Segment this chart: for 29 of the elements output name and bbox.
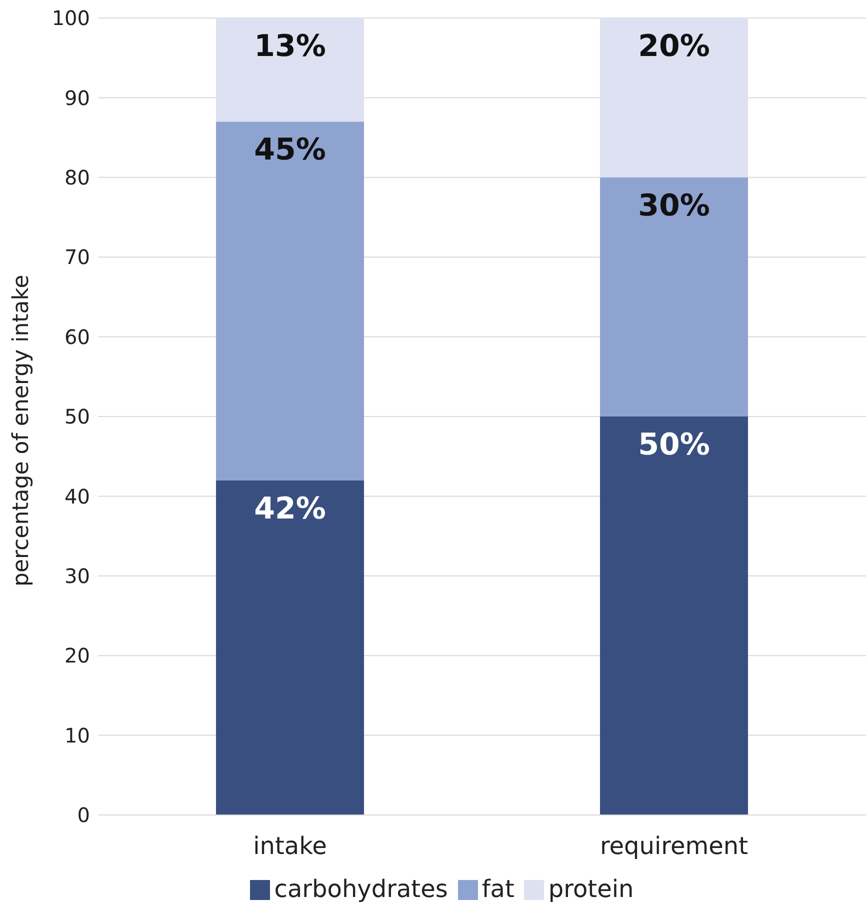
bar — [600, 416, 748, 815]
y-tick-label: 10 — [64, 723, 90, 748]
data-label: 50% — [638, 428, 710, 462]
y-axis-title: percentage of energy intake — [8, 274, 34, 586]
data-label: 20% — [638, 29, 710, 64]
bar — [600, 177, 748, 416]
y-tick-label: 80 — [64, 166, 90, 190]
data-label: 30% — [638, 188, 710, 224]
bar — [216, 122, 364, 480]
y-tick-label: 40 — [64, 484, 90, 508]
x-tick-label: intake — [253, 832, 327, 860]
legend-label: carbohydrates — [274, 875, 448, 903]
y-tick-label: 90 — [64, 86, 90, 110]
y-tick-label: 30 — [64, 564, 90, 588]
bar — [600, 18, 748, 178]
y-tick-label: 70 — [64, 245, 90, 270]
legend-label: fat — [482, 875, 514, 903]
legend-label: protein — [548, 875, 634, 903]
y-tick-label: 100 — [52, 6, 90, 30]
y-tick-label: 0 — [77, 803, 90, 828]
bar — [216, 18, 364, 122]
x-tick-label: requirement — [600, 832, 748, 860]
y-tick-label: 50 — [64, 404, 90, 429]
data-label: 45% — [254, 132, 326, 168]
data-label: 42% — [254, 491, 326, 526]
data-label: 13% — [254, 29, 326, 64]
y-tick-label: 20 — [64, 644, 90, 668]
bar — [216, 480, 364, 815]
y-tick-label: 60 — [64, 324, 90, 349]
